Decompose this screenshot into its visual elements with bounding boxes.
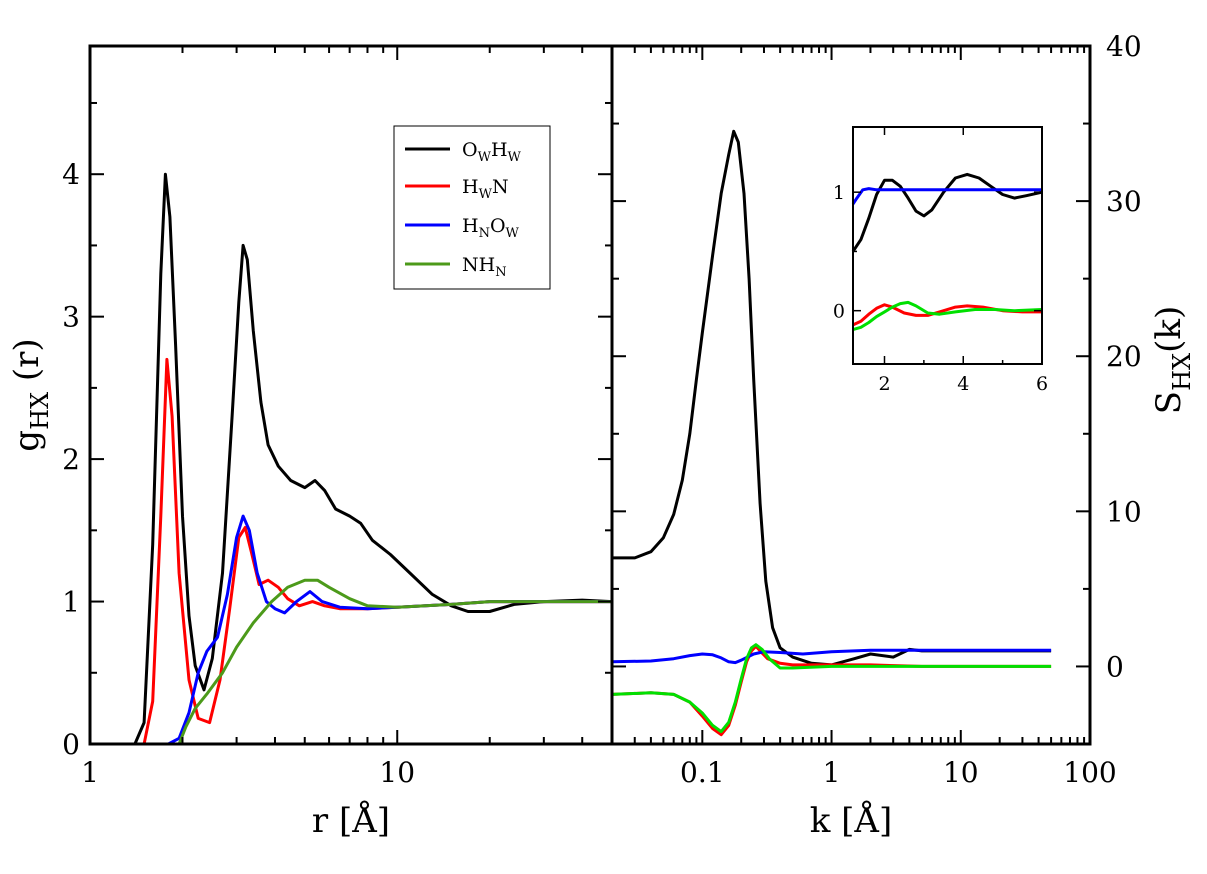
- inset-series-hnow: [851, 187, 1042, 205]
- left-y-tick-label: 1: [62, 586, 80, 619]
- left-series-group: [90, 172, 613, 746]
- right-y-tick-label: 40: [1106, 30, 1142, 63]
- left-series-owhw: [90, 172, 613, 746]
- right-x-axis-title: k [Å]: [810, 800, 893, 841]
- legend-entry-n-hn: NHN: [405, 254, 507, 280]
- right-series-owhw: [612, 129, 1052, 667]
- right-x-tick-label: 1: [823, 756, 841, 789]
- right-y-tick-label: 30: [1106, 185, 1142, 218]
- right-series-group: [611, 129, 1052, 737]
- legend-label: OWHW: [462, 139, 522, 165]
- inset-y-tick-label: 0: [833, 301, 845, 323]
- legend: OWHW HWN HNOW NHN: [393, 125, 551, 290]
- left-y-tick-label: 3: [62, 301, 80, 334]
- legend-label: HWN: [462, 176, 509, 202]
- left-series-hwn: [90, 357, 612, 746]
- left-y-axis-title: gHX (r): [7, 338, 54, 451]
- inset-x-tick-label: 6: [1036, 373, 1048, 395]
- right-x-tick-label: 10: [943, 756, 979, 789]
- svg-text:gHX (r): gHX (r): [7, 338, 54, 451]
- legend-entry-ow-hw: OWHW: [405, 139, 522, 165]
- left-x-tick-label: 1: [81, 756, 99, 789]
- inset-frame: [852, 126, 1043, 365]
- inset-series-group: [851, 172, 1043, 332]
- right-series-hwn: [611, 644, 1052, 737]
- inset-background: [853, 127, 1042, 364]
- inset-x-tick-label: 4: [957, 373, 969, 395]
- inset-plot: 0 1 2 4 6: [833, 126, 1048, 395]
- right-panel: 0 10 20 30 40 0.1 1 10 100 k [Å] SHX(k) 0 1 2 4 6: [610, 30, 1196, 841]
- left-series-nhn: [90, 578, 612, 746]
- legend-label: HNOW: [462, 215, 520, 241]
- right-plot-frame: [610, 44, 1092, 746]
- right-x-tick-label: 0.1: [680, 756, 725, 789]
- svg-text:SHX(k): SHX(k): [1149, 306, 1196, 414]
- legend-box: [393, 125, 551, 290]
- inset-x-tick-label: 2: [878, 373, 890, 395]
- left-y-tick-label: 0: [62, 728, 80, 761]
- left-y-tick-label: 4: [62, 158, 80, 191]
- inset-ticks: 0 1 2 4 6: [833, 127, 1048, 395]
- legend-label: NHN: [462, 254, 507, 280]
- inset-series-owhw: [851, 172, 1043, 253]
- left-y-tick-label: 2: [62, 443, 80, 476]
- legend-entry-hn-ow: HNOW: [405, 215, 520, 241]
- left-x-axis-title: r [Å]: [312, 800, 390, 841]
- legend-entry-hw-n: HWN: [405, 176, 509, 202]
- inset-series-nhn: [852, 300, 1043, 332]
- right-y-axis-title: SHX(k): [1149, 306, 1196, 414]
- right-series-hnow: [611, 648, 1052, 665]
- left-x-tick-label: 10: [379, 756, 415, 789]
- right-y-tick-label: 20: [1106, 340, 1142, 373]
- right-x-tick-label: 100: [1063, 756, 1116, 789]
- right-y-tick-label: 0: [1106, 650, 1124, 683]
- right-y-tick-label: 10: [1106, 495, 1142, 528]
- inset-y-tick-label: 1: [833, 182, 845, 204]
- left-series-hnow: [90, 514, 612, 746]
- right-series-nhn: [611, 643, 1052, 734]
